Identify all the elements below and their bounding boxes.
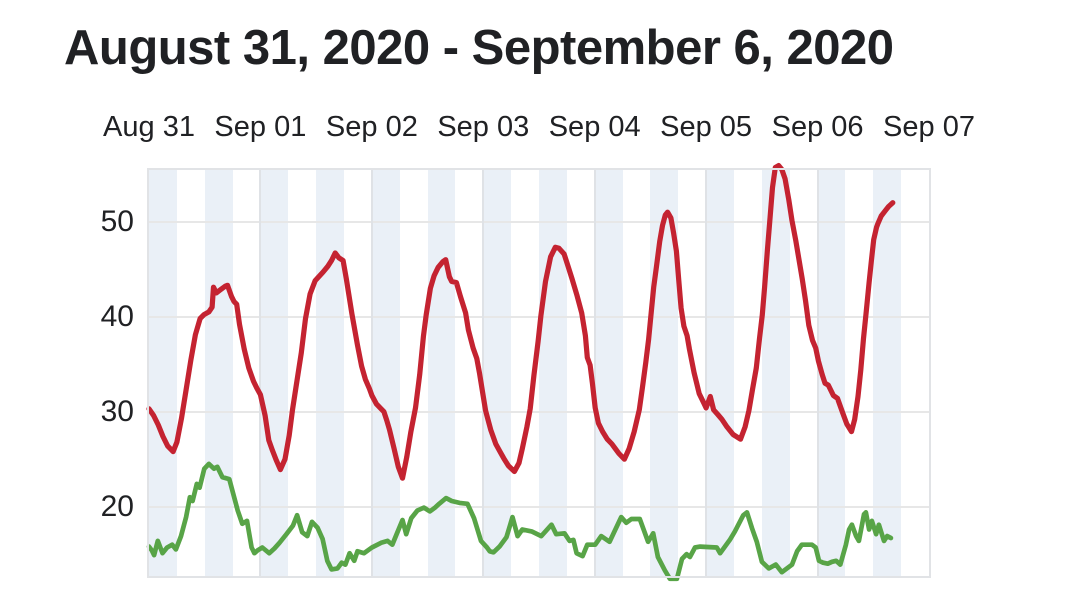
day-band	[594, 170, 623, 576]
day-band	[706, 170, 734, 576]
day-band	[483, 170, 512, 576]
v-gridline	[816, 170, 819, 576]
day-band	[260, 170, 289, 576]
y-axis-label: 20	[100, 489, 134, 523]
y-axis-label: 40	[100, 299, 134, 333]
h-gridline	[149, 505, 929, 508]
h-gridline	[149, 220, 929, 223]
day-band	[371, 170, 400, 576]
x-axis-label: Sep 02	[325, 111, 418, 143]
v-gridline	[370, 170, 373, 576]
x-axis-label: Sep 04	[548, 111, 641, 143]
h-gridline	[149, 410, 929, 413]
y-axis-label: 30	[100, 394, 134, 428]
v-gridline	[705, 170, 708, 576]
line-chart	[146, 162, 896, 582]
day-band	[539, 170, 567, 576]
page-title: August 31, 2020 - September 6, 2020	[64, 21, 894, 75]
y-axis-label: 50	[100, 204, 134, 238]
x-axis-label: Sep 03	[437, 111, 530, 143]
day-band	[873, 170, 902, 576]
x-axis-label: Sep 07	[883, 111, 975, 143]
red-series-line	[146, 162, 896, 481]
v-gridline	[482, 170, 485, 576]
day-band	[149, 170, 177, 576]
v-gridline	[593, 170, 596, 576]
x-axis-label: Sep 01	[214, 111, 307, 143]
day-band	[316, 170, 344, 576]
day-band	[204, 170, 233, 576]
plot-area[interactable]	[146, 162, 931, 582]
x-axis-label: Aug 31	[103, 111, 195, 143]
green-series-line	[146, 461, 894, 582]
v-gridline	[259, 170, 262, 576]
x-axis-label: Sep 05	[660, 111, 753, 143]
x-axis-label: Sep 06	[771, 111, 864, 143]
